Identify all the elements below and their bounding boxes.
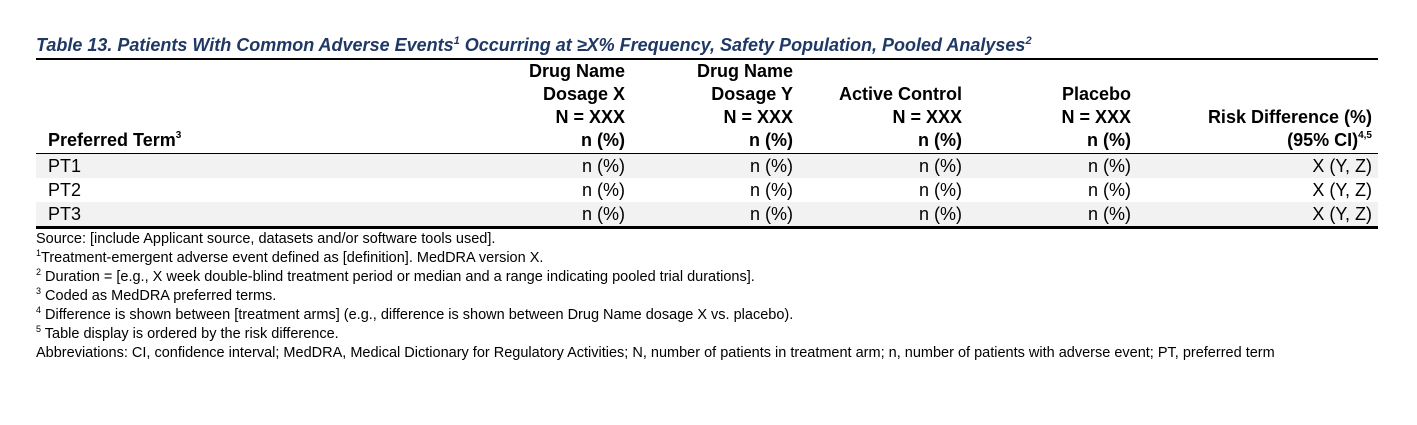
cell-drug-x: n (%): [236, 202, 631, 229]
footnote-4: 4 Difference is shown between [treatment…: [36, 305, 794, 324]
table-title: Table 13. Patients With Common Adverse E…: [36, 34, 1378, 56]
table-footnotes: Source: [include Applicant source, datas…: [36, 230, 1378, 363]
footnote-5: 5 Table display is ordered by the risk d…: [36, 324, 339, 343]
table-row: PT1 n (%) n (%) n (%) n (%) X (Y, Z): [36, 153, 1378, 178]
cell-risk-difference: X (Y, Z): [1137, 202, 1378, 229]
title-footnote-ref-1: 1: [453, 35, 460, 47]
cell-risk-difference: X (Y, Z): [1312, 180, 1372, 200]
footnote-2: 2 Duration = [e.g., X week double-blind …: [36, 267, 755, 286]
cell-active-control: n (%): [799, 202, 968, 229]
table-row: PT3 n (%) n (%) n (%) n (%) X (Y, Z): [36, 202, 1378, 229]
footnote-1: 1Treatment-emergent adverse event define…: [36, 248, 544, 267]
cell-drug-y: n (%): [631, 153, 799, 178]
row-pt: PT1: [36, 153, 236, 178]
cell-risk-difference: X (Y, Z): [1137, 153, 1378, 178]
footnote-3: 3 Coded as MedDRA preferred terms.: [36, 286, 277, 305]
header-active-control: Active Control N = XXX n (%): [838, 84, 962, 150]
cell-drug-x: n (%): [236, 153, 631, 178]
document: Table 13. Patients With Common Adverse E…: [36, 34, 1378, 363]
abbreviations-note: Abbreviations: CI, confidence interval; …: [36, 345, 1275, 361]
header-preferred-term: Preferred Term3: [48, 130, 182, 150]
table-row: PT2 n (%) n (%) n (%) n (%) X (Y, Z): [36, 178, 1378, 202]
source-note: Source: [include Applicant source, datas…: [36, 231, 496, 247]
cell-drug-y: n (%): [631, 202, 799, 229]
title-text-2: Occurring at ≥X% Frequency, Safety Popul…: [459, 35, 1026, 55]
row-pt: PT2: [48, 180, 82, 200]
cell-placebo: n (%): [968, 202, 1137, 229]
cell-drug-y: n (%): [749, 180, 793, 200]
cell-active-control: n (%): [918, 180, 962, 200]
cell-placebo: n (%): [1087, 180, 1131, 200]
cell-active-control: n (%): [799, 153, 968, 178]
title-footnote-ref-2: 2: [1025, 35, 1032, 47]
header-risk-difference: Risk Difference (%) (95% CI)4,5: [1207, 107, 1372, 150]
cell-drug-x: n (%): [581, 180, 625, 200]
cell-placebo: n (%): [968, 153, 1137, 178]
row-pt: PT3: [36, 202, 236, 229]
header-placebo: Placebo N = XXX n (%): [1061, 84, 1131, 150]
title-text: Table 13. Patients With Common Adverse E…: [36, 35, 454, 55]
